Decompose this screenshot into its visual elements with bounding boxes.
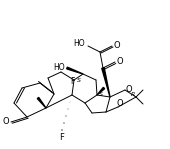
Text: O: O [117,100,123,108]
Text: O: O [114,41,120,49]
Polygon shape [37,97,46,108]
Text: R: R [131,91,135,97]
Text: F: F [59,132,64,142]
Text: F: F [70,77,74,87]
Polygon shape [102,68,110,97]
Text: O: O [3,118,9,127]
Polygon shape [97,87,105,95]
Polygon shape [67,67,83,74]
Text: S: S [99,93,103,97]
Text: HO: HO [73,39,85,49]
Text: S: S [77,79,81,83]
Text: O: O [126,86,132,94]
Text: HO: HO [53,63,65,73]
Text: O: O [117,56,123,66]
